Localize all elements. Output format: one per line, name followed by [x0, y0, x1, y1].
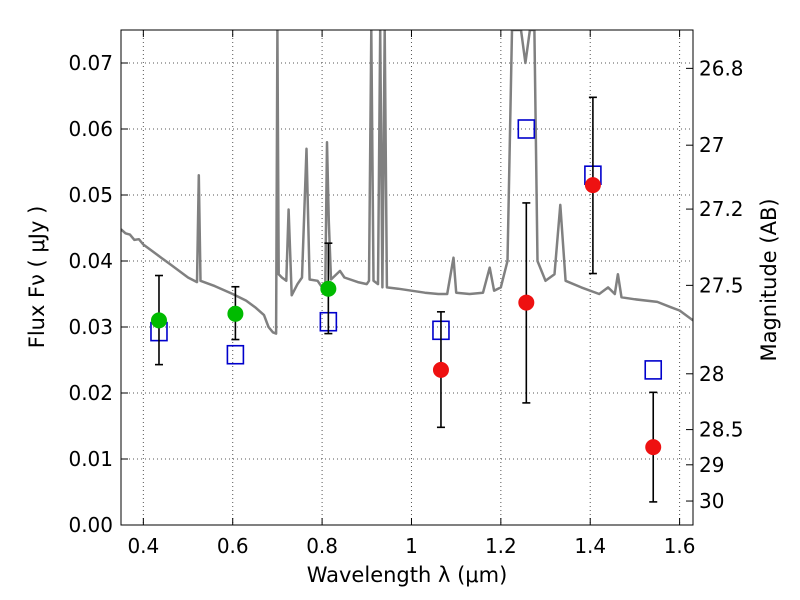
x-tick-label: 0.6: [217, 534, 249, 558]
data-layer: [121, 30, 693, 335]
y-tick-label: 0.02: [68, 381, 113, 405]
error-bar-layer: [150, 96, 663, 503]
x-tick-label: 1.6: [664, 534, 696, 558]
right-tick-label: 30: [699, 489, 724, 513]
x-axis-label: Wavelength λ (μm): [307, 563, 508, 587]
y-tick-label: 0.04: [68, 249, 113, 273]
right-tick-label: 26.8: [699, 56, 744, 80]
x-tick-label: 1.4: [574, 534, 606, 558]
right-axis-label: Magnitude (AB): [757, 198, 781, 361]
right-tick-label: 28: [699, 362, 724, 386]
model-spectrum-line: [121, 30, 693, 335]
y-tick-label: 0.03: [68, 315, 113, 339]
flux-data-point: [645, 439, 662, 456]
x-tick-label: 0.4: [127, 534, 159, 558]
flux-data-point: [518, 294, 535, 311]
plot-frame: [120, 29, 694, 526]
y-tick-label: 0.07: [68, 51, 113, 75]
x-tick-label: 1.2: [485, 534, 517, 558]
y-tick-label: 0.06: [68, 117, 113, 141]
tick-layer: 0.4 0.6 0.8 1 1.2 1.4 1.6 0.00 0.01 0.02 0.03 0.04 0…: [68, 30, 744, 558]
right-tick-label: 27.2: [699, 197, 744, 221]
y-tick-label: 0.01: [68, 447, 113, 471]
model-flux-square: [517, 119, 536, 139]
flux-data-point: [227, 305, 244, 322]
x-tick-label: 0.8: [306, 534, 338, 558]
flux-data-point: [584, 177, 601, 194]
x-tick-label: 1: [405, 534, 418, 558]
right-tick-label: 28.5: [699, 418, 744, 442]
y-tick-label: 0.05: [68, 183, 113, 207]
flux-data-point: [432, 361, 449, 378]
flux-data-point: [320, 280, 337, 297]
flux-data-point: [150, 312, 167, 329]
right-tick-label: 29: [699, 453, 724, 477]
model-flux-square: [226, 344, 245, 365]
model-flux-square: [644, 360, 663, 380]
right-tick-label: 27: [699, 133, 724, 157]
y-tick-label: 0.00: [68, 513, 113, 537]
right-tick-label: 27.5: [699, 273, 744, 297]
y-axis-label: Flux Fν ( μJy ): [25, 206, 49, 349]
plot-background: [121, 30, 693, 525]
